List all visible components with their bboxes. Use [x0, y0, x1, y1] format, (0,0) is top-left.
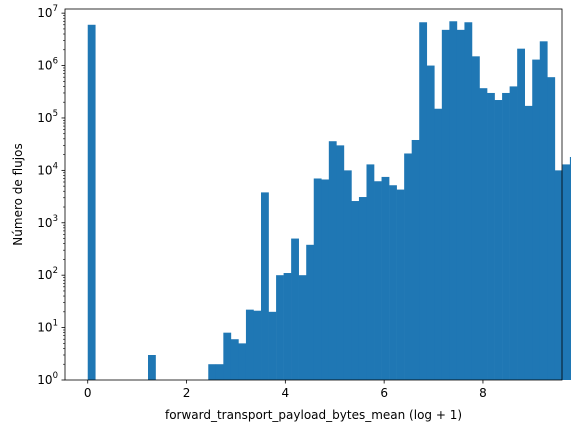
- histogram-bar: [245, 309, 254, 380]
- histogram-bar: [502, 92, 510, 381]
- y-tick-label: 104: [37, 161, 58, 177]
- histogram-bar: [471, 56, 480, 380]
- histogram-bar: [230, 339, 239, 380]
- histogram-bar: [321, 179, 330, 380]
- plot-frame: [64, 8, 563, 381]
- histogram-bar: [148, 355, 156, 380]
- x-tick-label: 8: [479, 386, 487, 400]
- histogram-bar: [441, 29, 450, 380]
- histogram-bar: [358, 197, 367, 380]
- histogram-bar: [434, 108, 443, 381]
- histogram-bar: [298, 275, 307, 380]
- histogram-bar: [253, 310, 262, 380]
- y-tick-label: 102: [37, 266, 58, 282]
- histogram-bar: [283, 273, 292, 380]
- histogram-bar: [479, 88, 488, 380]
- histogram-bar: [547, 77, 556, 381]
- histogram-bar: [539, 41, 548, 380]
- x-axis-label: forward_transport_payload_bytes_mean (lo…: [165, 408, 462, 422]
- histogram-bar: [419, 22, 428, 380]
- x-tick-label: 0: [84, 386, 92, 400]
- histogram-bar: [215, 364, 224, 380]
- histogram-bar: [268, 311, 277, 380]
- histogram-bar: [524, 105, 533, 380]
- histogram-bar: [306, 244, 315, 380]
- histogram-bar: [517, 48, 525, 381]
- histogram-bar: [291, 238, 299, 380]
- y-tick-label: 101: [37, 319, 58, 335]
- histogram-bar: [411, 139, 420, 380]
- x-axis-ticks: 0 2 4 6 8: [84, 380, 487, 400]
- bars-group: [87, 21, 571, 381]
- y-tick-label: 100: [37, 371, 58, 387]
- histogram-bar: [426, 65, 435, 380]
- histogram-bar: [449, 21, 458, 381]
- histogram-bar: [261, 192, 269, 380]
- histogram-bar: [276, 275, 284, 380]
- histogram-bar: [509, 86, 518, 380]
- histogram-bar: [223, 332, 232, 380]
- histogram-bar: [343, 170, 352, 380]
- y-tick-label: 105: [37, 109, 58, 125]
- histogram-bar: [487, 92, 495, 381]
- x-tick-label: 4: [282, 386, 290, 400]
- y-axis-ticks: 100 101 102 103 104 105 106 107: [37, 4, 65, 387]
- histogram-bar: [464, 22, 473, 380]
- histogram-bar: [569, 156, 571, 380]
- y-tick-label: 106: [37, 57, 58, 73]
- histogram-bar: [381, 176, 390, 380]
- histogram-bar: [313, 178, 322, 380]
- histogram-bar: [494, 100, 503, 381]
- histogram-bar: [208, 364, 217, 380]
- histogram-bar: [396, 189, 405, 380]
- y-tick-label: 107: [37, 4, 58, 20]
- histogram-bar: [562, 164, 571, 380]
- histogram-bar: [456, 29, 465, 380]
- histogram-bar: [87, 24, 96, 381]
- histogram-bar: [554, 170, 563, 380]
- histogram-bar: [366, 164, 375, 380]
- y-axis-label: Número de flujos: [11, 143, 25, 245]
- histogram-bar: [374, 181, 382, 380]
- histogram-bar: [389, 185, 397, 380]
- x-tick-label: 6: [380, 386, 388, 400]
- histogram-bar: [532, 59, 541, 381]
- y-tick-label: 103: [37, 214, 58, 230]
- histogram-bar: [351, 201, 360, 380]
- histogram-bar: [336, 145, 345, 380]
- x-tick-label: 2: [183, 386, 191, 400]
- histogram-bar: [328, 141, 337, 380]
- histogram-bar: [404, 153, 412, 380]
- histogram-bar: [238, 343, 247, 380]
